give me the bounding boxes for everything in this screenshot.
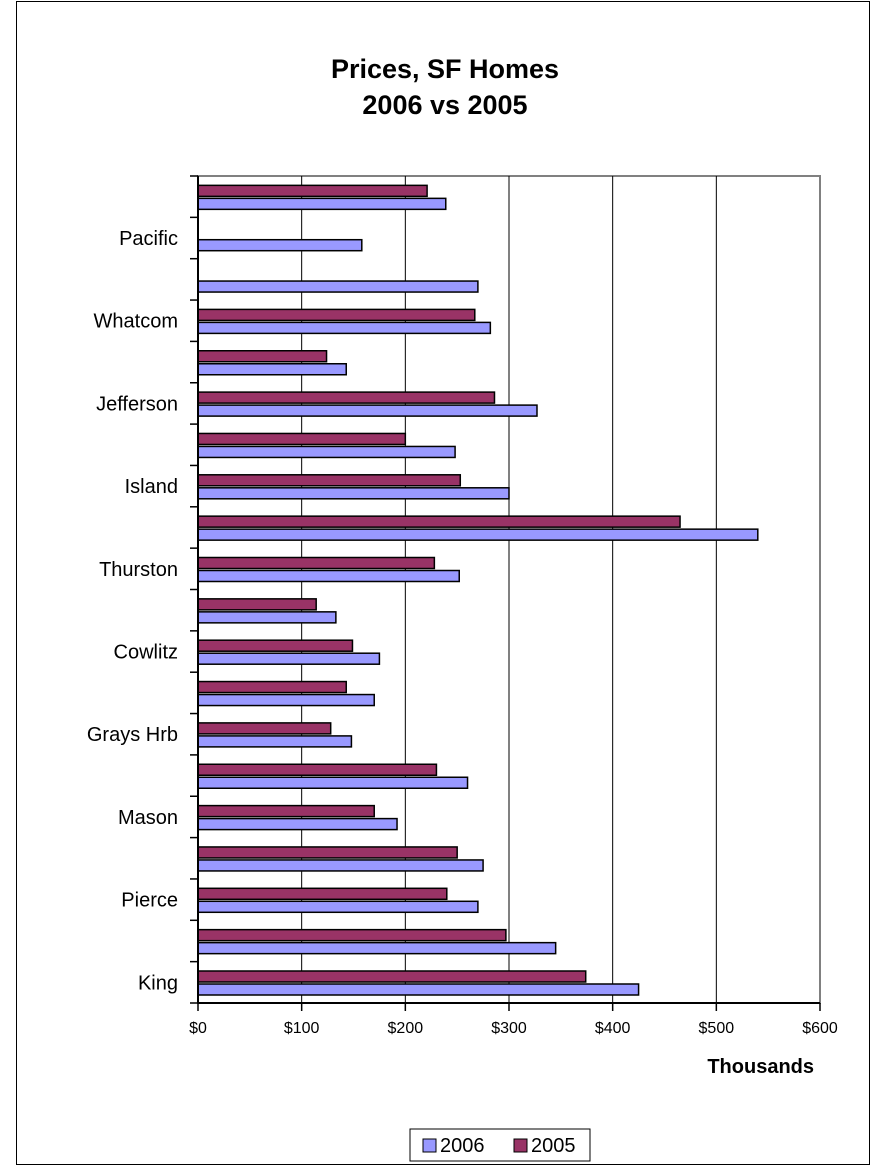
- bar-2005-5: [197, 763, 438, 776]
- category-label-14: Jefferson: [96, 393, 178, 415]
- bar-2006-4: [197, 817, 398, 831]
- bar-2005-12: [197, 474, 462, 487]
- bar-2005-1: [197, 928, 507, 942]
- bar-2006-0: [197, 983, 640, 996]
- legend-swatch-2006: [422, 1138, 437, 1153]
- category-label-10: Thurston: [99, 559, 178, 581]
- category-label-4: Mason: [118, 807, 178, 829]
- legend-box: [409, 1128, 591, 1162]
- category-label-18: Pacific: [119, 228, 178, 250]
- category-label-0: King: [138, 972, 178, 994]
- bar-2005-13: [197, 432, 407, 446]
- legend-label-2006: 2006: [440, 1135, 485, 1157]
- bar-2005-15: [197, 350, 328, 363]
- x-axis: $0 $100 $200 $300 $400 $500 $600: [189, 1002, 838, 1037]
- bar-2006-9: [197, 611, 337, 624]
- bar-2005-14: [197, 391, 496, 404]
- x-axis-title: Thousands: [707, 1056, 814, 1078]
- bar-2006-2: [197, 900, 479, 914]
- bar-2006-6: [197, 735, 353, 748]
- legend-label-2005: 2005: [531, 1135, 576, 1157]
- bar-2005-0: [197, 970, 587, 983]
- bar-2006-10: [197, 569, 460, 583]
- x-tick-label-6: $600: [802, 1020, 838, 1037]
- bar-2006-1: [197, 941, 557, 955]
- y-axis: King Pierce Mason Grays Hrb Cowlitz Thurston I…: [87, 175, 199, 1004]
- category-label-8: Cowlitz: [114, 642, 178, 664]
- bar-2006-13: [197, 445, 456, 459]
- x-tick-label-0: $0: [189, 1020, 207, 1037]
- bar-2005-2: [197, 887, 448, 901]
- bar-2006-7: [197, 693, 375, 707]
- category-label-12: Island: [125, 476, 178, 498]
- bar-2005-10: [197, 556, 436, 570]
- bars-group: [197, 184, 759, 996]
- bar-2006-17: [197, 280, 479, 293]
- legend: 2006 2005: [409, 1128, 591, 1162]
- bar-2005-19: [197, 184, 428, 198]
- bar-2005-6: [197, 722, 332, 735]
- bar-2006-15: [197, 363, 347, 376]
- category-label-6: Grays Hrb: [87, 724, 178, 746]
- legend-swatch-2005: [513, 1138, 528, 1153]
- bar-2006-16: [197, 321, 492, 335]
- category-label-2: Pierce: [121, 890, 178, 912]
- bar-2006-5: [197, 776, 469, 789]
- x-tick-label-3: $300: [491, 1020, 527, 1037]
- bar-2006-19: [197, 197, 447, 211]
- bar-2006-18: [197, 238, 363, 252]
- bar-2005-4: [197, 804, 375, 818]
- category-label-16: Whatcom: [94, 311, 178, 333]
- bar-2005-11: [197, 515, 681, 528]
- bar-2006-12: [197, 487, 510, 500]
- bar-2006-14: [197, 404, 538, 417]
- bar-2005-16: [197, 308, 476, 322]
- x-tick-label-1: $100: [284, 1020, 320, 1037]
- bar-2005-3: [197, 846, 458, 859]
- bar-2006-3: [197, 859, 484, 872]
- bar-2006-8: [197, 652, 381, 665]
- x-tick-label-2: $200: [388, 1020, 424, 1037]
- x-tick-label-4: $400: [595, 1020, 631, 1037]
- chart-title-line-2: 2006 vs 2005: [362, 90, 527, 120]
- bar-2006-11: [197, 528, 759, 541]
- bar-2005-8: [197, 639, 354, 652]
- bar-2005-9: [197, 598, 317, 611]
- bar-2005-7: [197, 680, 347, 694]
- x-tick-label-5: $500: [699, 1020, 735, 1037]
- chart-title-line-1: Prices, SF Homes: [331, 54, 559, 84]
